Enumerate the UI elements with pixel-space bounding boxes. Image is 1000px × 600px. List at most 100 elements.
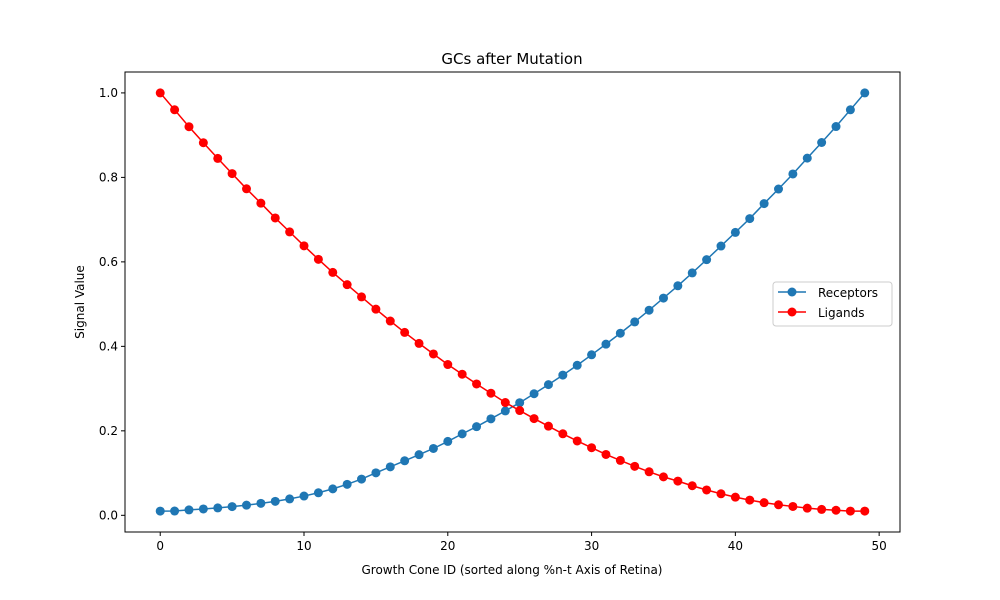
legend: Receptors Ligands <box>772 281 893 327</box>
data-point-receptors <box>371 468 381 478</box>
data-point-ligands <box>155 88 165 98</box>
data-point-receptors <box>170 506 180 516</box>
data-point-receptors <box>227 502 237 512</box>
data-point-ligands <box>774 500 784 510</box>
x-axis-label: Growth Cone ID (sorted along %n-t Axis o… <box>362 563 663 577</box>
data-point-receptors <box>860 88 870 98</box>
data-point-receptors <box>630 317 640 327</box>
data-point-ligands <box>644 467 654 477</box>
data-point-ligands <box>371 304 381 314</box>
data-point-ligands <box>227 169 237 179</box>
data-point-ligands <box>184 122 194 132</box>
data-point-ligands <box>558 429 568 439</box>
data-point-receptors <box>500 406 510 416</box>
y-tick-label: 0.6 <box>99 255 118 269</box>
data-point-receptors <box>601 339 611 349</box>
legend-marker-ligands <box>787 307 797 317</box>
data-point-ligands <box>486 388 496 398</box>
data-point-receptors <box>342 479 352 489</box>
data-point-receptors <box>687 268 697 278</box>
data-point-ligands <box>529 414 539 424</box>
axes-frame <box>124 71 901 533</box>
data-point-receptors <box>572 360 582 370</box>
y-axis-label: Signal Value <box>73 265 87 339</box>
data-point-receptors <box>443 436 453 446</box>
data-point-receptors <box>658 293 668 303</box>
data-point-ligands <box>658 472 668 482</box>
data-point-ligands <box>572 436 582 446</box>
y-tick-label: 0.2 <box>99 424 118 438</box>
data-point-receptors <box>587 350 597 360</box>
data-point-receptors <box>615 328 625 338</box>
data-point-receptors <box>845 105 855 115</box>
data-point-ligands <box>385 316 395 326</box>
legend-label-receptors: Receptors <box>818 286 878 300</box>
data-point-receptors <box>213 503 223 513</box>
data-point-receptors <box>673 281 683 291</box>
data-point-receptors <box>486 414 496 424</box>
data-point-receptors <box>184 505 194 515</box>
y-tick-label: 0.0 <box>99 508 118 522</box>
data-point-ligands <box>615 455 625 465</box>
data-point-receptors <box>457 429 467 439</box>
x-tick-label: 20 <box>440 539 455 553</box>
data-point-ligands <box>285 227 295 237</box>
data-point-ligands <box>428 349 438 359</box>
x-tick-label: 40 <box>728 539 743 553</box>
data-point-receptors <box>759 199 769 209</box>
y-tick-label: 0.4 <box>99 339 118 353</box>
data-point-ligands <box>630 461 640 471</box>
data-point-receptors <box>285 494 295 504</box>
data-point-ligands <box>860 506 870 516</box>
data-point-receptors <box>730 227 740 237</box>
data-point-ligands <box>759 498 769 508</box>
y-tick-label: 0.8 <box>99 170 118 184</box>
data-point-ligands <box>313 254 323 264</box>
data-point-receptors <box>817 137 827 147</box>
data-point-receptors <box>357 474 367 484</box>
data-point-receptors <box>802 153 812 163</box>
data-point-ligands <box>745 495 755 505</box>
data-point-ligands <box>270 213 280 223</box>
data-point-ligands <box>213 153 223 163</box>
data-point-receptors <box>400 456 410 466</box>
data-point-receptors <box>644 305 654 315</box>
data-point-ligands <box>845 506 855 516</box>
data-point-ligands <box>299 241 309 251</box>
data-point-receptors <box>745 214 755 224</box>
data-point-ligands <box>515 406 525 416</box>
data-point-receptors <box>774 184 784 194</box>
x-tick-label: 30 <box>584 539 599 553</box>
x-tick-label: 10 <box>296 539 311 553</box>
data-point-receptors <box>831 122 841 132</box>
y-tick-label: 1.0 <box>99 86 118 100</box>
data-point-receptors <box>414 450 424 460</box>
chart-title: GCs after Mutation <box>441 50 582 68</box>
data-point-receptors <box>299 491 309 501</box>
data-point-ligands <box>601 449 611 459</box>
data-point-ligands <box>730 492 740 502</box>
data-point-ligands <box>414 338 424 348</box>
data-point-ligands <box>198 138 208 148</box>
data-point-receptors <box>198 504 208 514</box>
data-point-ligands <box>788 501 798 511</box>
data-point-ligands <box>587 443 597 453</box>
data-point-receptors <box>515 398 525 408</box>
data-point-receptors <box>385 462 395 472</box>
data-point-receptors <box>313 488 323 498</box>
data-point-ligands <box>802 503 812 513</box>
data-point-receptors <box>788 169 798 179</box>
data-point-receptors <box>155 506 165 516</box>
data-point-ligands <box>357 292 367 302</box>
data-point-ligands <box>673 476 683 486</box>
x-tick-label: 50 <box>872 539 887 553</box>
y-axis: 0.0 0.2 0.4 0.6 0.8 1.0 <box>99 86 125 522</box>
data-point-ligands <box>831 505 841 515</box>
data-point-receptors <box>558 370 568 380</box>
legend-box <box>772 281 893 327</box>
data-point-receptors <box>472 422 482 432</box>
data-point-ligands <box>443 360 453 370</box>
data-point-ligands <box>716 489 726 499</box>
data-point-receptors <box>529 389 539 399</box>
